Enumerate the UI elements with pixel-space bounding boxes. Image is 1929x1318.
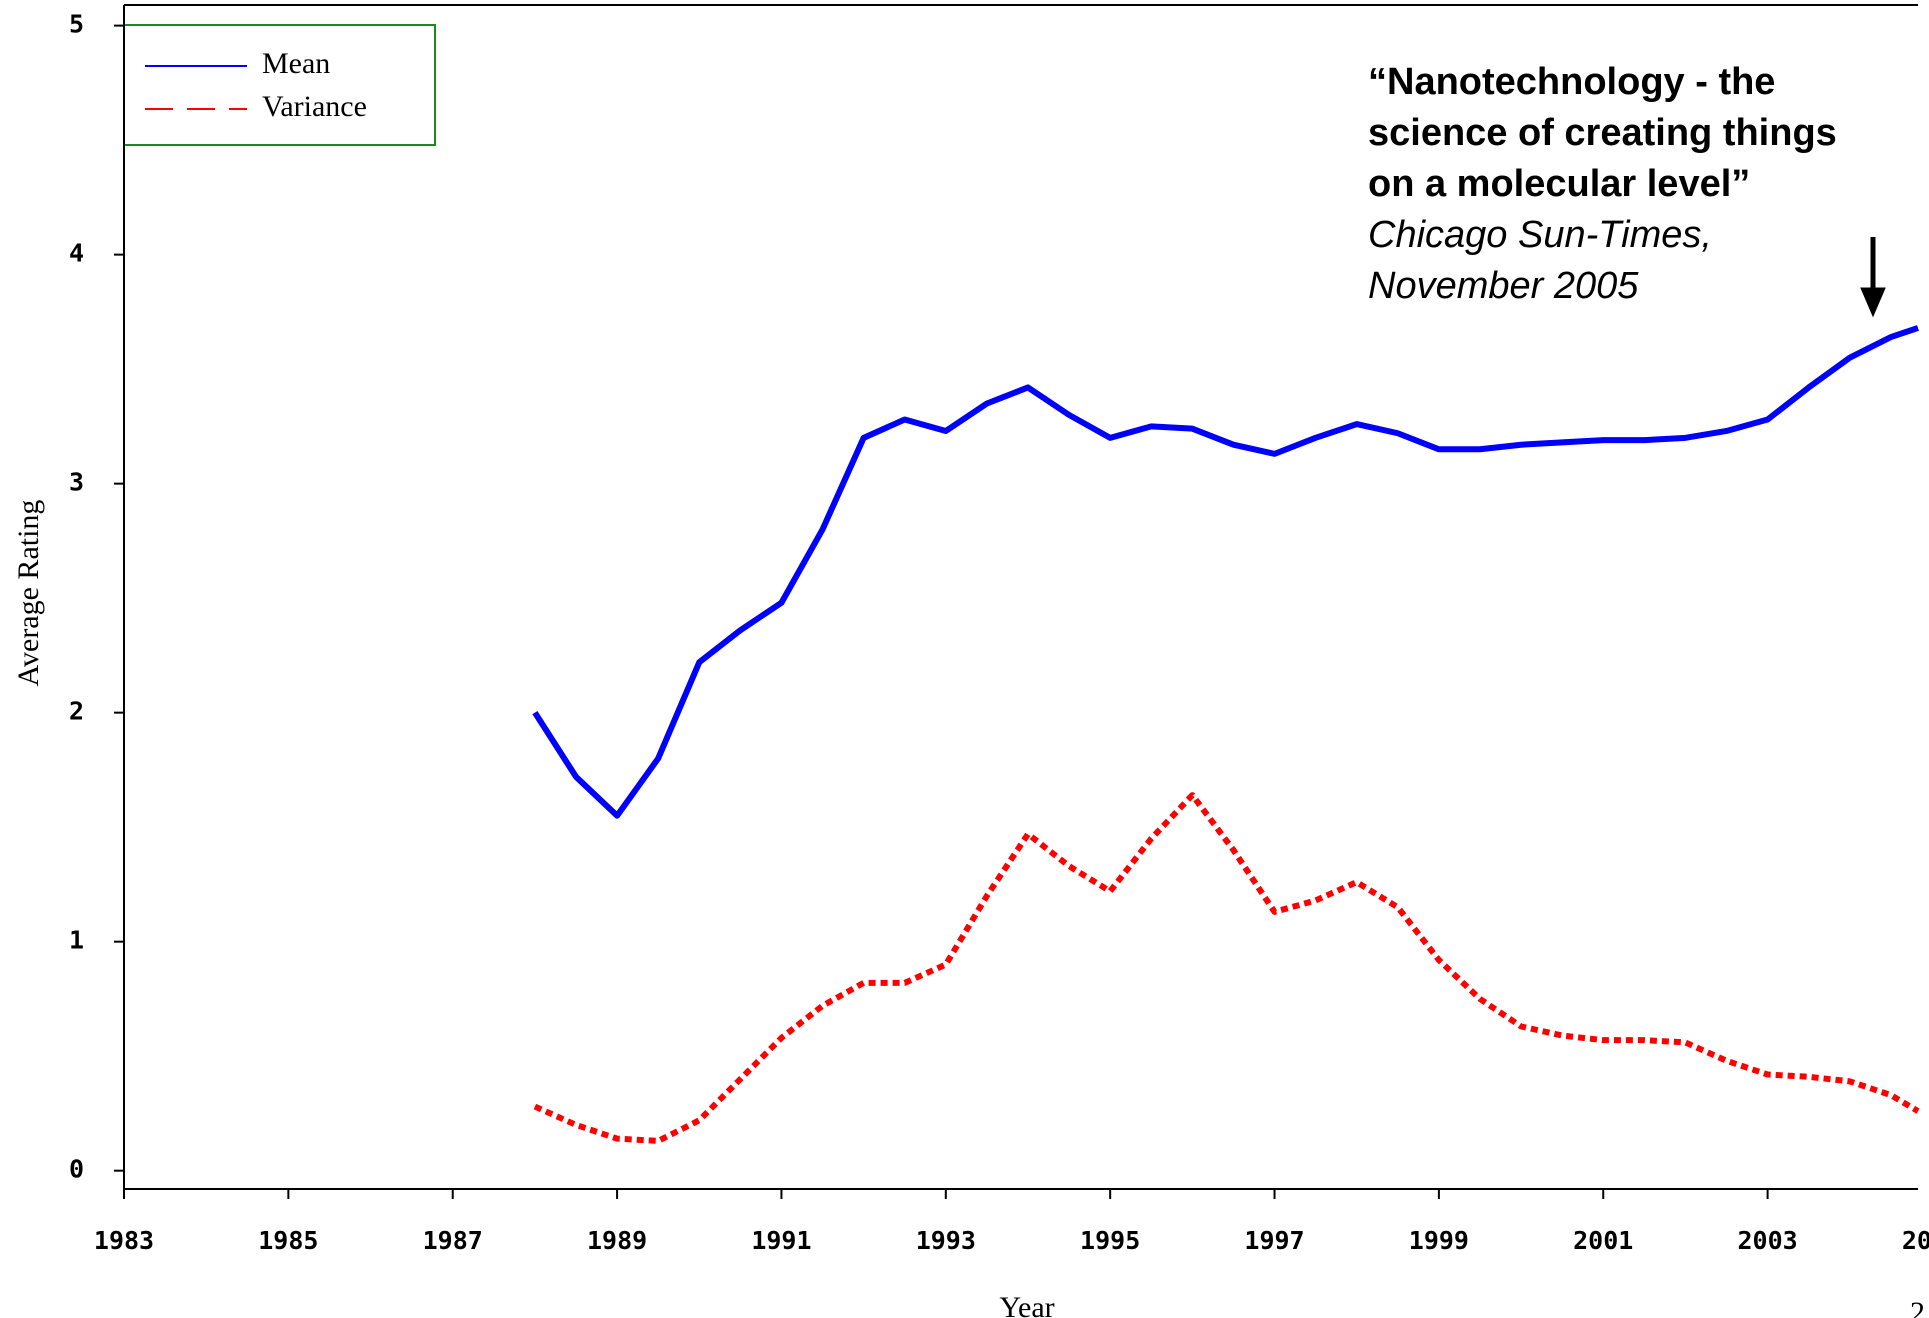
- legend-label: Variance: [262, 90, 367, 123]
- x-tick-label: 1999: [1409, 1226, 1469, 1255]
- x-tick-label: 2005: [1902, 1226, 1929, 1255]
- annotation-arrow: [1860, 237, 1886, 318]
- annotation-source: November 2005: [1368, 265, 1639, 307]
- series-line: [532, 325, 1919, 819]
- legend-label: Mean: [262, 47, 330, 80]
- y-tick-label: 1: [69, 926, 84, 955]
- page-number: 2: [1910, 1296, 1925, 1318]
- x-tick-label: 1985: [258, 1226, 318, 1255]
- annotation-quote: “Nanotechnology - the: [1368, 61, 1775, 103]
- x-tick-label: 1993: [916, 1226, 976, 1255]
- annotation-quote: on a molecular level”: [1368, 163, 1750, 205]
- y-tick-label: 4: [69, 239, 84, 268]
- y-tick-label: 3: [69, 468, 84, 497]
- series-line: [533, 792, 1920, 1144]
- x-axis-label: Year: [999, 1291, 1054, 1318]
- y-tick-label: 2: [69, 697, 84, 726]
- x-tick-label: 1989: [587, 1226, 647, 1255]
- x-tick-label: 1983: [94, 1226, 154, 1255]
- x-tick-label: 1987: [423, 1226, 483, 1255]
- x-tick-label: 2003: [1738, 1226, 1798, 1255]
- legend: [123, 24, 436, 146]
- y-tick-label: 5: [69, 10, 84, 39]
- annotation-quote: science of creating things: [1368, 112, 1837, 154]
- y-axis-label: Average Rating: [12, 500, 45, 687]
- x-tick-label: 1991: [751, 1226, 811, 1255]
- annotation-source: Chicago Sun-Times,: [1368, 214, 1712, 256]
- x-tick-label: 2001: [1573, 1226, 1633, 1255]
- y-tick-label: 0: [69, 1155, 84, 1184]
- x-tick-label: 1997: [1244, 1226, 1304, 1255]
- x-tick-label: 1995: [1080, 1226, 1140, 1255]
